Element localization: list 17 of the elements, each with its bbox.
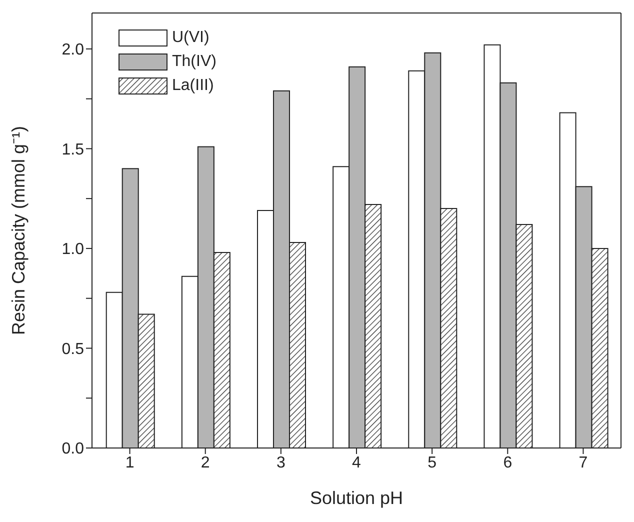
y-tick-label: 0.0 [62, 440, 84, 458]
x-tick-label: 7 [578, 454, 588, 472]
x-tick-label: 6 [503, 454, 512, 472]
x-tick-label: 1 [125, 454, 134, 472]
y-tick-label: 1.5 [62, 141, 84, 158]
y-tick-label: 2.0 [62, 42, 84, 59]
x-tick-label: 4 [352, 454, 362, 472]
x-tick-label: 3 [276, 454, 286, 472]
y-tick-label: 1.0 [62, 241, 84, 258]
x-tick-label: 2 [200, 454, 210, 472]
y-axis-title: Resin Capacity (mmol g⁻¹) [8, 126, 28, 336]
legend-label: La(III) [172, 77, 214, 95]
x-axis-title: Solution pH [310, 488, 404, 508]
legend-label: Th(IV) [172, 53, 216, 71]
x-tick-label: 5 [428, 454, 437, 472]
legend-label: U(VI) [172, 29, 210, 47]
y-tick-label: 0.5 [62, 340, 84, 358]
